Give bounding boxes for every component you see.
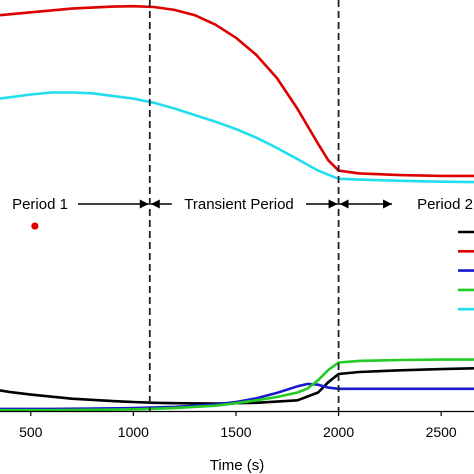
period-labels: Period 1 Transient Period Period 2 bbox=[12, 196, 473, 213]
series-line-2 bbox=[0, 367, 474, 405]
arrow-period1-right-head bbox=[139, 199, 149, 209]
series-line-4 bbox=[0, 358, 474, 412]
arrow-period2-left-head bbox=[339, 199, 349, 209]
x-tick-label-0: 500 bbox=[19, 424, 43, 440]
arrow-period2-right-head bbox=[383, 199, 392, 209]
legend bbox=[458, 230, 474, 311]
arrow-transient-left-head bbox=[150, 199, 160, 209]
x-tick-label-2: 1500 bbox=[220, 424, 251, 440]
period-2-label: Period 2 bbox=[417, 196, 473, 213]
x-tick-label-3: 2000 bbox=[323, 424, 354, 440]
series-line-3 bbox=[0, 382, 474, 411]
period-arrows bbox=[78, 199, 392, 209]
series-layer bbox=[0, 4, 474, 412]
stray-point-layer bbox=[31, 222, 39, 230]
period-markers bbox=[148, 0, 340, 411]
period-1-label: Period 1 bbox=[12, 196, 68, 213]
x-ticks: 500 1000 1500 2000 2500 bbox=[19, 411, 457, 440]
series-line-1 bbox=[0, 91, 474, 184]
x-tick-label-1: 1000 bbox=[118, 424, 149, 440]
transient-period-label: Transient Period bbox=[184, 196, 294, 213]
series-line-0 bbox=[0, 4, 474, 178]
stray-point bbox=[31, 222, 39, 230]
arrow-transient-right-head bbox=[328, 199, 338, 209]
x-tick-label-4: 2500 bbox=[426, 424, 457, 440]
x-axis-label: Time (s) bbox=[210, 457, 264, 474]
